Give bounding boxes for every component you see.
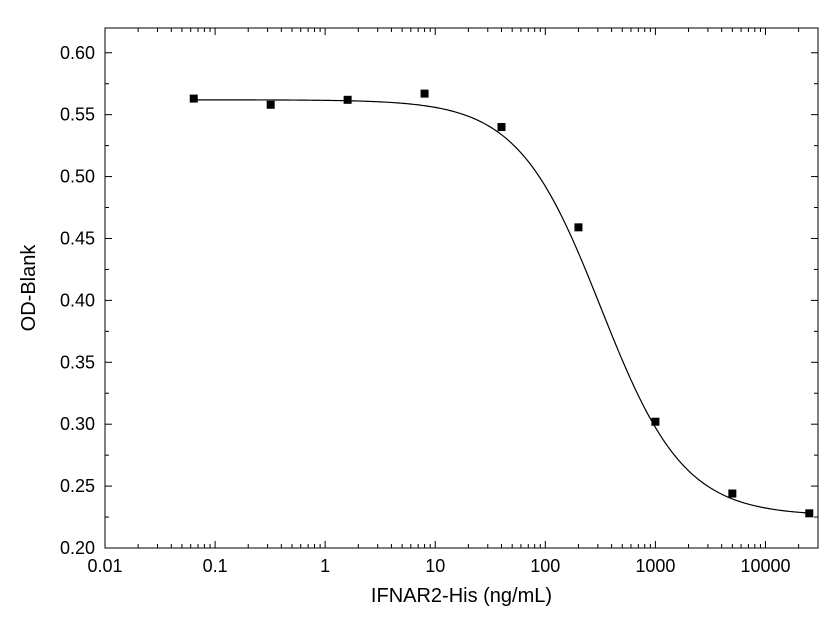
x-tick-label: 100 bbox=[530, 556, 560, 576]
y-tick-label: 0.55 bbox=[60, 105, 95, 125]
y-tick-label: 0.50 bbox=[60, 167, 95, 187]
data-point bbox=[421, 90, 429, 98]
y-tick-label: 0.30 bbox=[60, 414, 95, 434]
data-point bbox=[190, 95, 198, 103]
x-tick-label: 0.01 bbox=[87, 556, 122, 576]
chart-svg: 0.01 0.1 1 10 100 1000 10000 0.20 0.25 0.30 0.35 0.… bbox=[0, 0, 840, 643]
y-tick-label: 0.45 bbox=[60, 228, 95, 248]
data-point bbox=[651, 418, 659, 426]
y-tick-label: 0.35 bbox=[60, 352, 95, 372]
data-point bbox=[805, 509, 813, 517]
data-point bbox=[728, 490, 736, 498]
dose-response-chart: 0.01 0.1 1 10 100 1000 10000 0.20 0.25 0.30 0.35 0.… bbox=[0, 0, 840, 643]
y-tick-label: 0.25 bbox=[60, 476, 95, 496]
y-tick-label: 0.40 bbox=[60, 290, 95, 310]
x-tick-label: 10000 bbox=[740, 556, 790, 576]
x-tick-label: 1 bbox=[320, 556, 330, 576]
x-tick-label: 0.1 bbox=[203, 556, 228, 576]
y-tick-label: 0.20 bbox=[60, 538, 95, 558]
data-point bbox=[267, 101, 275, 109]
fit-curve bbox=[194, 100, 810, 513]
y-tick-label: 0.60 bbox=[60, 43, 95, 63]
y-axis-label: OD-Blank bbox=[18, 244, 40, 332]
data-point bbox=[344, 96, 352, 104]
data-point bbox=[574, 223, 582, 231]
x-axis-label: IFNAR2-His (ng/mL) bbox=[371, 585, 552, 607]
data-point bbox=[498, 123, 506, 131]
x-tick-label: 10 bbox=[425, 556, 445, 576]
x-tick-label: 1000 bbox=[635, 556, 675, 576]
